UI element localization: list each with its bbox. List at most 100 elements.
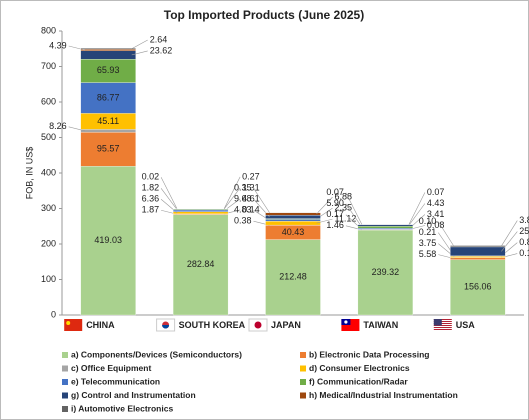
y-tick-label: 400	[41, 167, 56, 177]
leader-line	[501, 231, 518, 252]
data-label: 282.84	[187, 259, 215, 269]
bar-segment	[80, 49, 136, 51]
data-label: 0.13	[519, 248, 529, 258]
data-label: 65.93	[97, 65, 120, 75]
data-label: 2.35	[335, 202, 353, 212]
leader-line	[68, 126, 85, 132]
legend-label: h) Medical/Industrial Instrumentation	[309, 390, 458, 400]
chart-title: Top Imported Products (June 2025)	[164, 8, 364, 22]
leader-line	[438, 254, 455, 259]
bar-segment	[80, 129, 136, 133]
leader-line	[131, 39, 148, 50]
data-label: 5.58	[419, 249, 437, 259]
bar-segment	[80, 48, 136, 50]
data-label: 419.03	[94, 235, 122, 245]
data-label: 212.48	[279, 272, 307, 282]
bar-segment	[450, 259, 506, 316]
legend-swatch	[62, 406, 68, 412]
leader-line	[223, 176, 241, 209]
flag	[433, 329, 452, 330]
bar-segment	[450, 246, 506, 257]
bar-segment	[80, 82, 136, 114]
data-label: 0.27	[242, 171, 260, 181]
bar-segment	[265, 239, 321, 316]
legend-swatch	[62, 365, 68, 372]
data-label: 95.57	[97, 144, 120, 154]
bar-segment	[265, 212, 321, 216]
leader-line	[223, 187, 241, 210]
data-label: 11.12	[335, 213, 357, 223]
bar-segment	[172, 211, 229, 215]
x-tick-label: USA	[456, 320, 476, 330]
data-label: 2.64	[150, 34, 168, 44]
data-label: 239.32	[372, 267, 400, 277]
data-label: 5.90	[326, 198, 344, 208]
data-label: 4.83	[234, 205, 252, 215]
legend-label: a) Components/Devices (Semiconductors)	[71, 349, 242, 359]
data-label: 4.61	[242, 193, 260, 203]
flag	[433, 325, 452, 326]
leader-line	[253, 187, 270, 213]
flag	[433, 319, 452, 320]
bar-segment	[357, 228, 414, 230]
bar-segment	[265, 220, 321, 226]
bar-segment	[265, 214, 321, 219]
bar-segment	[172, 214, 229, 316]
bar-segment	[80, 132, 136, 167]
leader-line	[316, 218, 333, 224]
legend-swatch	[62, 379, 68, 385]
flag	[433, 327, 452, 328]
x-tick-label: JAPAN	[271, 320, 301, 330]
y-tick-label: 100	[41, 274, 56, 284]
flag	[433, 319, 442, 326]
data-label: 4.39	[49, 40, 67, 50]
flag	[64, 319, 83, 331]
flag	[66, 321, 71, 325]
data-label: 156.06	[464, 282, 492, 292]
data-label: 9.68	[234, 194, 252, 204]
data-label: 3.41	[427, 209, 445, 219]
data-label: 45.11	[97, 116, 119, 126]
flag	[254, 321, 262, 329]
data-label: 25.21	[519, 226, 529, 236]
leader-line	[160, 188, 178, 210]
bar-segment	[450, 257, 506, 260]
data-label: 0.02	[142, 172, 160, 182]
x-tick-label: TAIWAN	[363, 320, 398, 330]
data-label: 0.21	[419, 227, 437, 237]
y-tick-label: 0	[51, 309, 56, 319]
legend-swatch	[62, 392, 68, 399]
data-label: 1.46	[326, 220, 344, 230]
bar-segment	[80, 50, 136, 60]
legend-swatch	[300, 392, 306, 399]
data-label: 3.75	[419, 238, 437, 248]
flag	[162, 325, 170, 329]
legend-swatch	[62, 352, 68, 358]
data-label: 1.31	[242, 182, 260, 192]
bar-segment	[357, 229, 414, 316]
legend-label: f) Communication/Radar	[309, 376, 408, 386]
data-label: 86.77	[97, 92, 120, 102]
bar-segment	[450, 245, 506, 248]
bar-segment	[357, 225, 414, 229]
data-label: 6.36	[142, 194, 160, 204]
legend-label: i) Automotive Electronics	[71, 403, 173, 413]
data-label: 0.14	[242, 204, 260, 214]
legend-swatch	[300, 352, 306, 358]
leader-line	[345, 192, 363, 225]
bar-segment	[450, 256, 506, 258]
data-label: 23.62	[150, 45, 173, 55]
y-tick-label: 500	[41, 132, 56, 142]
bar-segment	[172, 209, 229, 212]
legend-label: d) Consumer Electronics	[309, 363, 410, 373]
data-label: 8.26	[49, 121, 67, 131]
data-label: 0.35	[234, 183, 252, 193]
leader-line	[408, 203, 426, 226]
data-label: 0.07	[326, 187, 344, 197]
leader-line	[438, 221, 455, 248]
y-tick-label: 600	[41, 96, 56, 106]
data-label: 1.87	[142, 205, 160, 215]
bar-segment	[265, 219, 321, 222]
legend-label: e) Telecommunication	[71, 376, 160, 386]
leader-line	[160, 177, 178, 210]
